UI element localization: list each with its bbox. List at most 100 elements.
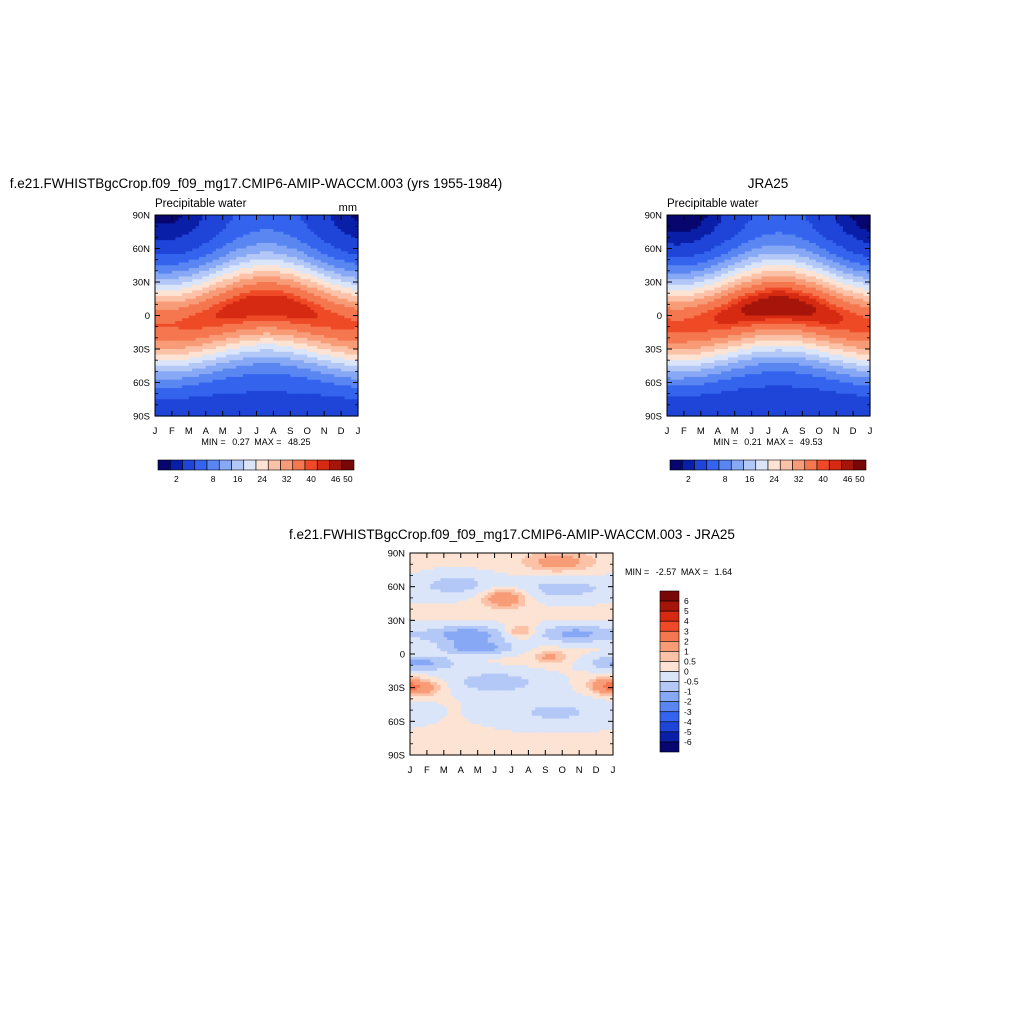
contour-cell [337,231,342,236]
contour-cell [344,362,349,367]
contour-cell [185,309,190,314]
contour-cell [300,332,305,336]
contour-cell [303,301,308,305]
contour-cell [205,279,210,283]
contour-cell [324,382,329,386]
contour-cell [324,413,329,417]
contour-cell [202,295,207,300]
contour-cell [314,326,318,331]
contour-cell [242,242,247,247]
contour-cell [310,287,315,291]
contour-cell [198,259,203,264]
contour-cell [677,385,682,389]
contour-cell [182,223,187,227]
contour-cell [286,371,291,375]
contour-cell [232,346,237,350]
contour-cell [687,404,692,409]
contour-cell [209,242,214,247]
contour-cell [242,337,247,342]
contour-cell [168,251,173,255]
contour-cell [341,245,346,250]
contour-cell [687,270,692,275]
contour-cell [161,282,166,286]
contour-cell [175,262,180,266]
contour-cell [300,231,305,236]
contour-cell [273,315,278,319]
contour-cell [249,279,254,283]
contour-cell [212,293,217,297]
contour-cell [249,371,254,375]
contour-cell [188,301,193,305]
contour-cell [256,276,261,280]
contour-cell [307,362,312,367]
contour-cell [344,298,349,303]
contour-cell [266,273,271,278]
contour-cell [317,287,322,291]
contour-cell [259,259,264,264]
contour-cell [677,273,682,278]
contour-cell [242,351,247,356]
contour-cell [229,335,234,339]
contour-cell [334,335,339,339]
contour-cell [175,362,180,367]
contour-cell [246,371,251,375]
contour-cell [198,346,203,350]
contour-cell [236,360,241,364]
contour-cell [263,390,268,395]
contour-cell [347,326,352,331]
contour-cell [171,251,176,255]
contour-cell [212,220,217,224]
contour-cell [354,393,359,398]
contour-cell [229,217,234,222]
contour-cell [263,262,268,266]
contour-cell [687,217,692,222]
contour-cell [222,393,227,398]
contour-cell [182,399,187,403]
contour-cell [168,379,173,384]
contour-cell [347,251,352,255]
contour-cell [310,321,315,325]
contour-cell [165,379,170,384]
contour-cell [185,404,190,409]
contour-cell [263,368,268,372]
contour-cell [161,323,166,328]
contour-cell [297,298,302,303]
contour-cell [256,242,261,247]
contour-cell [185,276,190,280]
contour-cell [283,315,288,319]
contour-cell [314,351,318,356]
contour-cell [229,231,234,236]
contour-cell [293,329,298,333]
contour-cell [307,220,312,224]
contour-cell [253,228,258,233]
contour-cell [330,340,335,345]
contour-cell [232,237,237,241]
contour-cell [334,362,339,367]
contour-cell [175,340,180,345]
contour-cell [276,351,281,356]
contour-cell [347,393,352,398]
contour-cell [677,404,682,409]
contour-cell [351,307,356,311]
contour-cell [337,228,342,233]
contour-cell [182,351,187,356]
contour-cell [670,388,675,392]
contour-cell [192,223,197,227]
contour-cell [300,360,305,364]
contour-cell [171,307,176,311]
contour-cell [249,240,254,244]
contour-cell [192,231,197,236]
contour-cell [341,293,346,297]
contour-cell [680,301,685,305]
contour-cell [310,293,315,297]
contour-cell [670,217,675,222]
contour-cell [317,351,322,356]
contour-cell [192,248,197,252]
contour-cell [303,293,308,297]
contour-cell [276,262,281,266]
contour-cell [192,312,197,317]
contour-cell [249,293,254,297]
contour-cell [283,268,288,272]
contour-cell [158,251,163,255]
contour-cell [297,245,302,250]
